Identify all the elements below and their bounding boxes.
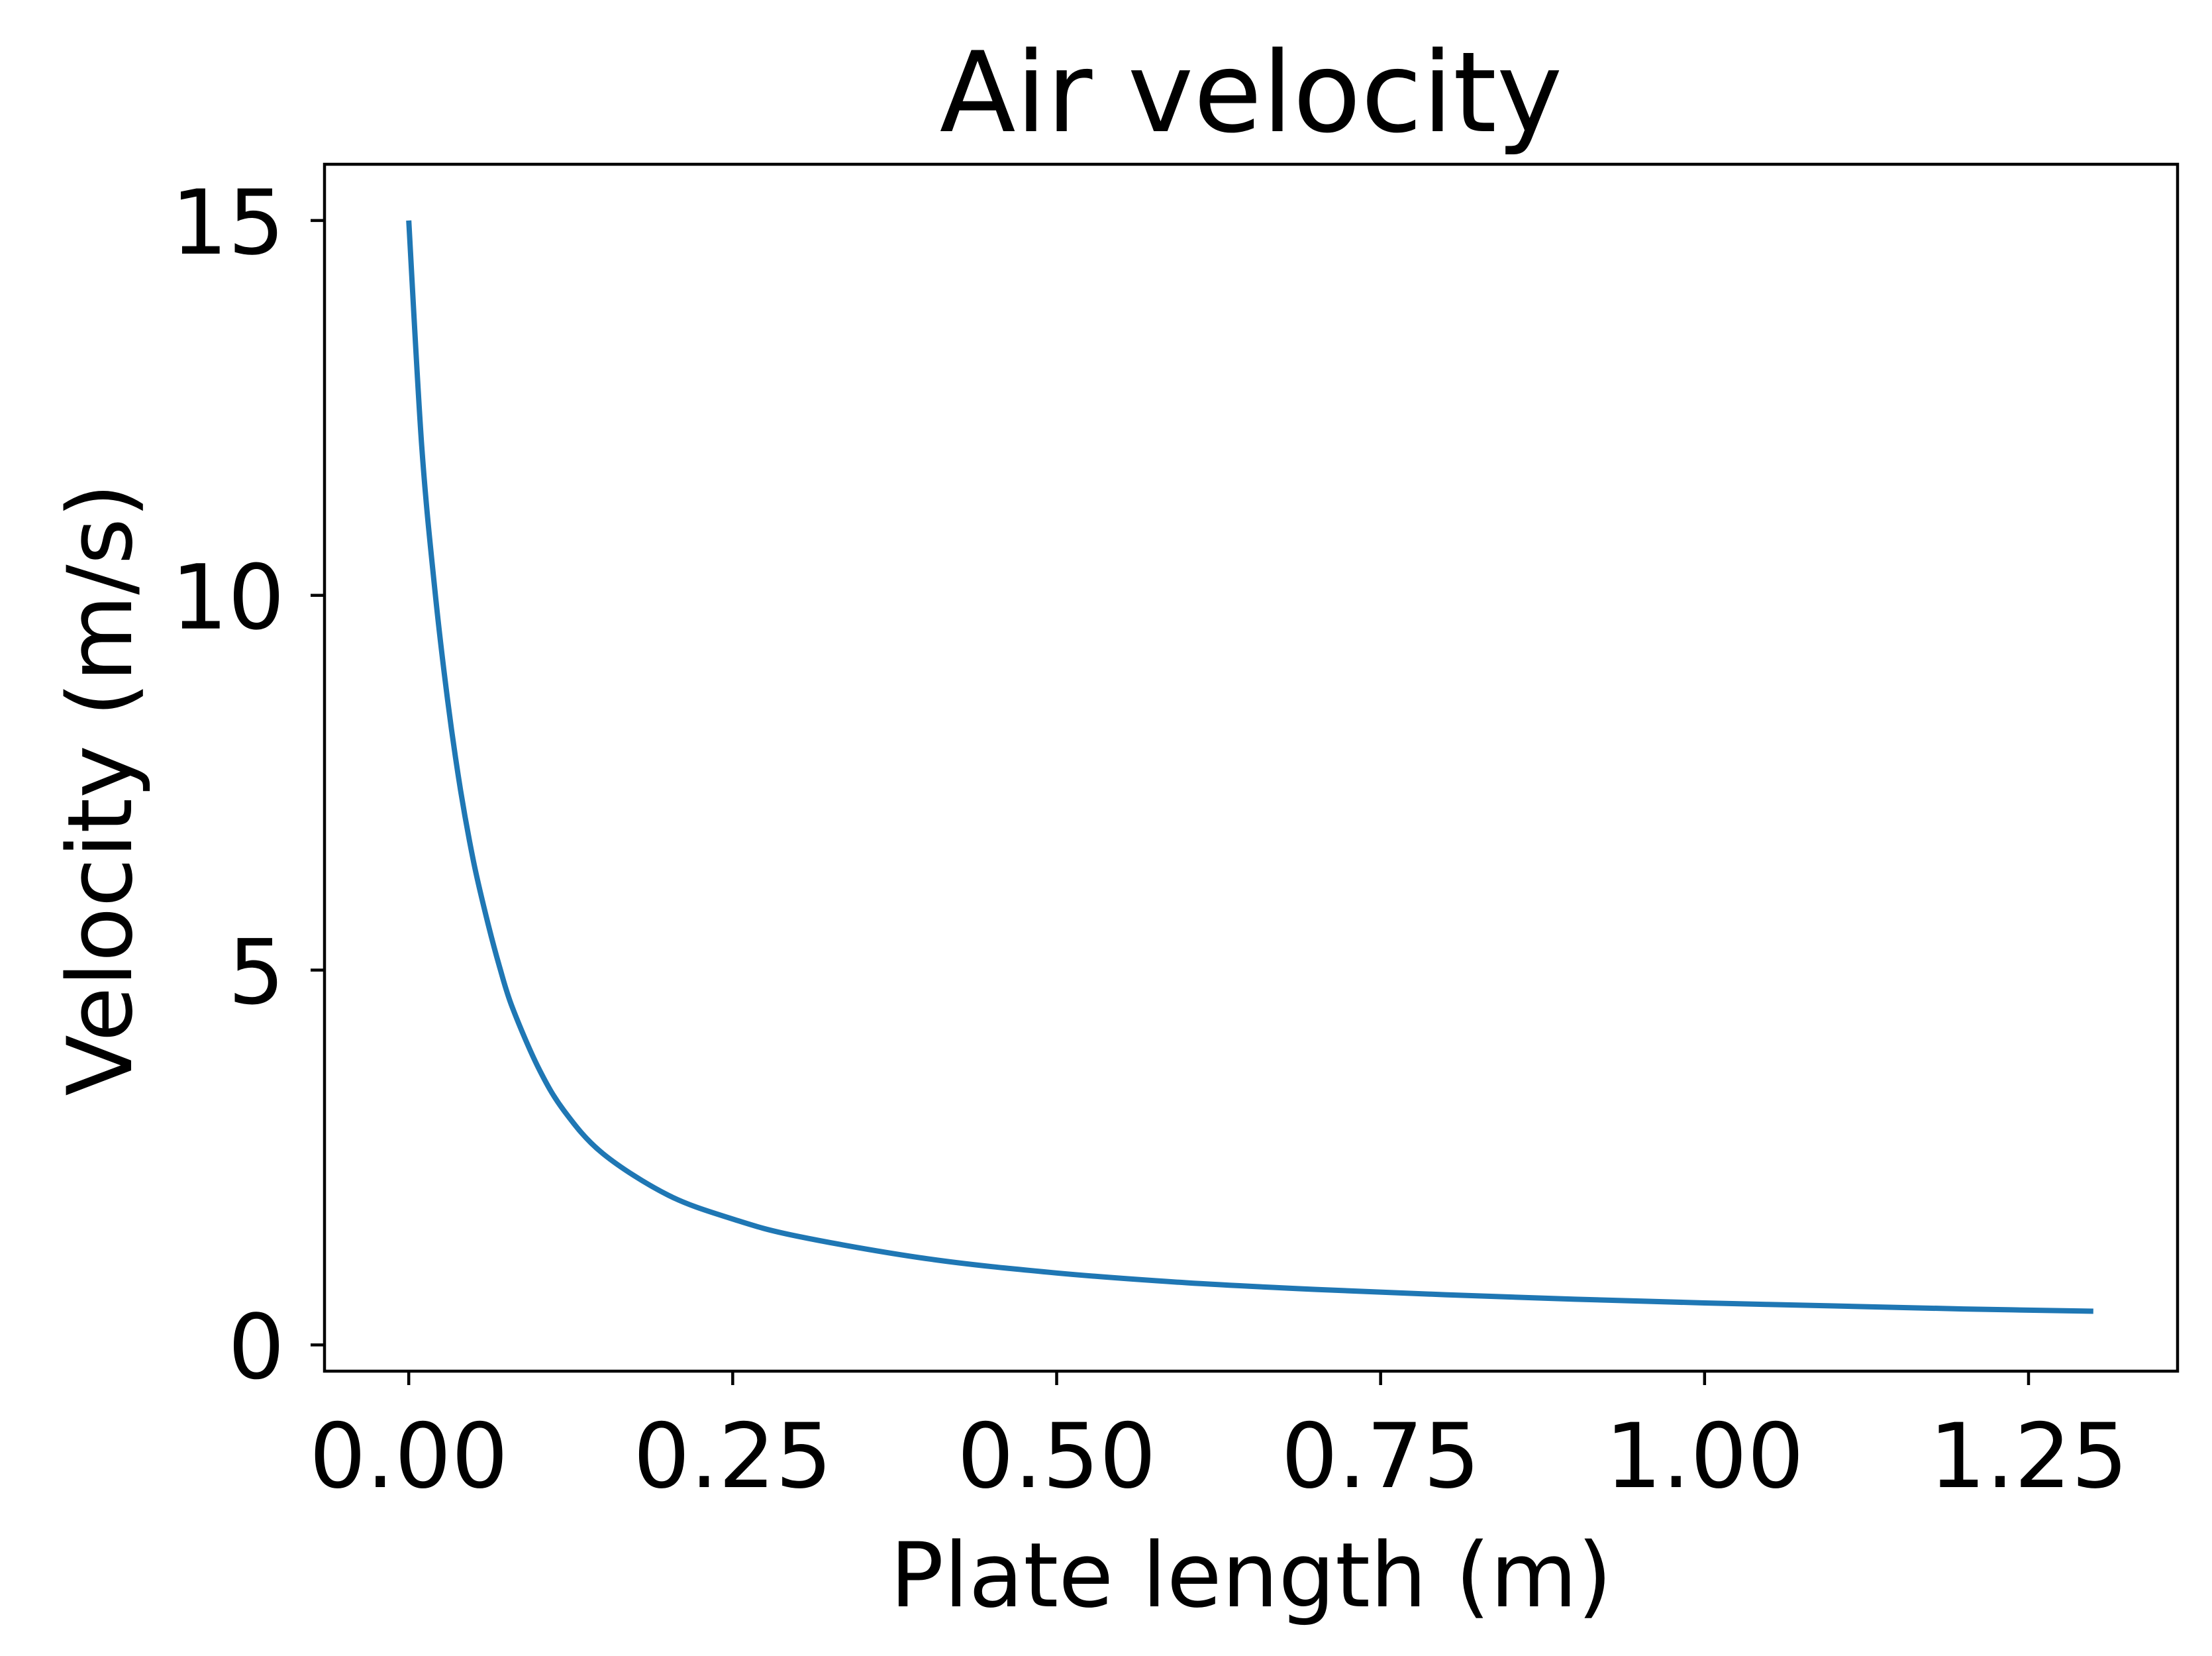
axis-ticks: 0.00 0.25 0.50 0.75 1.00 1.25 0 5 10 15 (171, 171, 2128, 1508)
x-tick-label: 0.00 (309, 1404, 509, 1508)
y-tick-label: 15 (171, 171, 285, 275)
x-tick-label: 1.25 (1929, 1404, 2129, 1508)
x-tick-label: 0.50 (957, 1404, 1156, 1508)
y-axis-label: Velocity (m/s) (48, 483, 152, 1096)
velocity-series-line (406, 220, 2093, 1314)
series-lines (406, 220, 2093, 1314)
x-tick-label: 1.00 (1605, 1404, 1805, 1508)
y-tick-label: 10 (171, 546, 285, 650)
x-axis-label: Plate length (m) (890, 1524, 1613, 1628)
x-tick-label: 0.75 (1281, 1404, 1480, 1508)
plot-frame (323, 162, 2180, 1373)
x-tick-label: 0.25 (633, 1404, 832, 1508)
chart-title: Air velocity (940, 28, 1563, 158)
y-tick-label: 5 (228, 921, 285, 1025)
y-tick-label: 0 (228, 1295, 285, 1399)
